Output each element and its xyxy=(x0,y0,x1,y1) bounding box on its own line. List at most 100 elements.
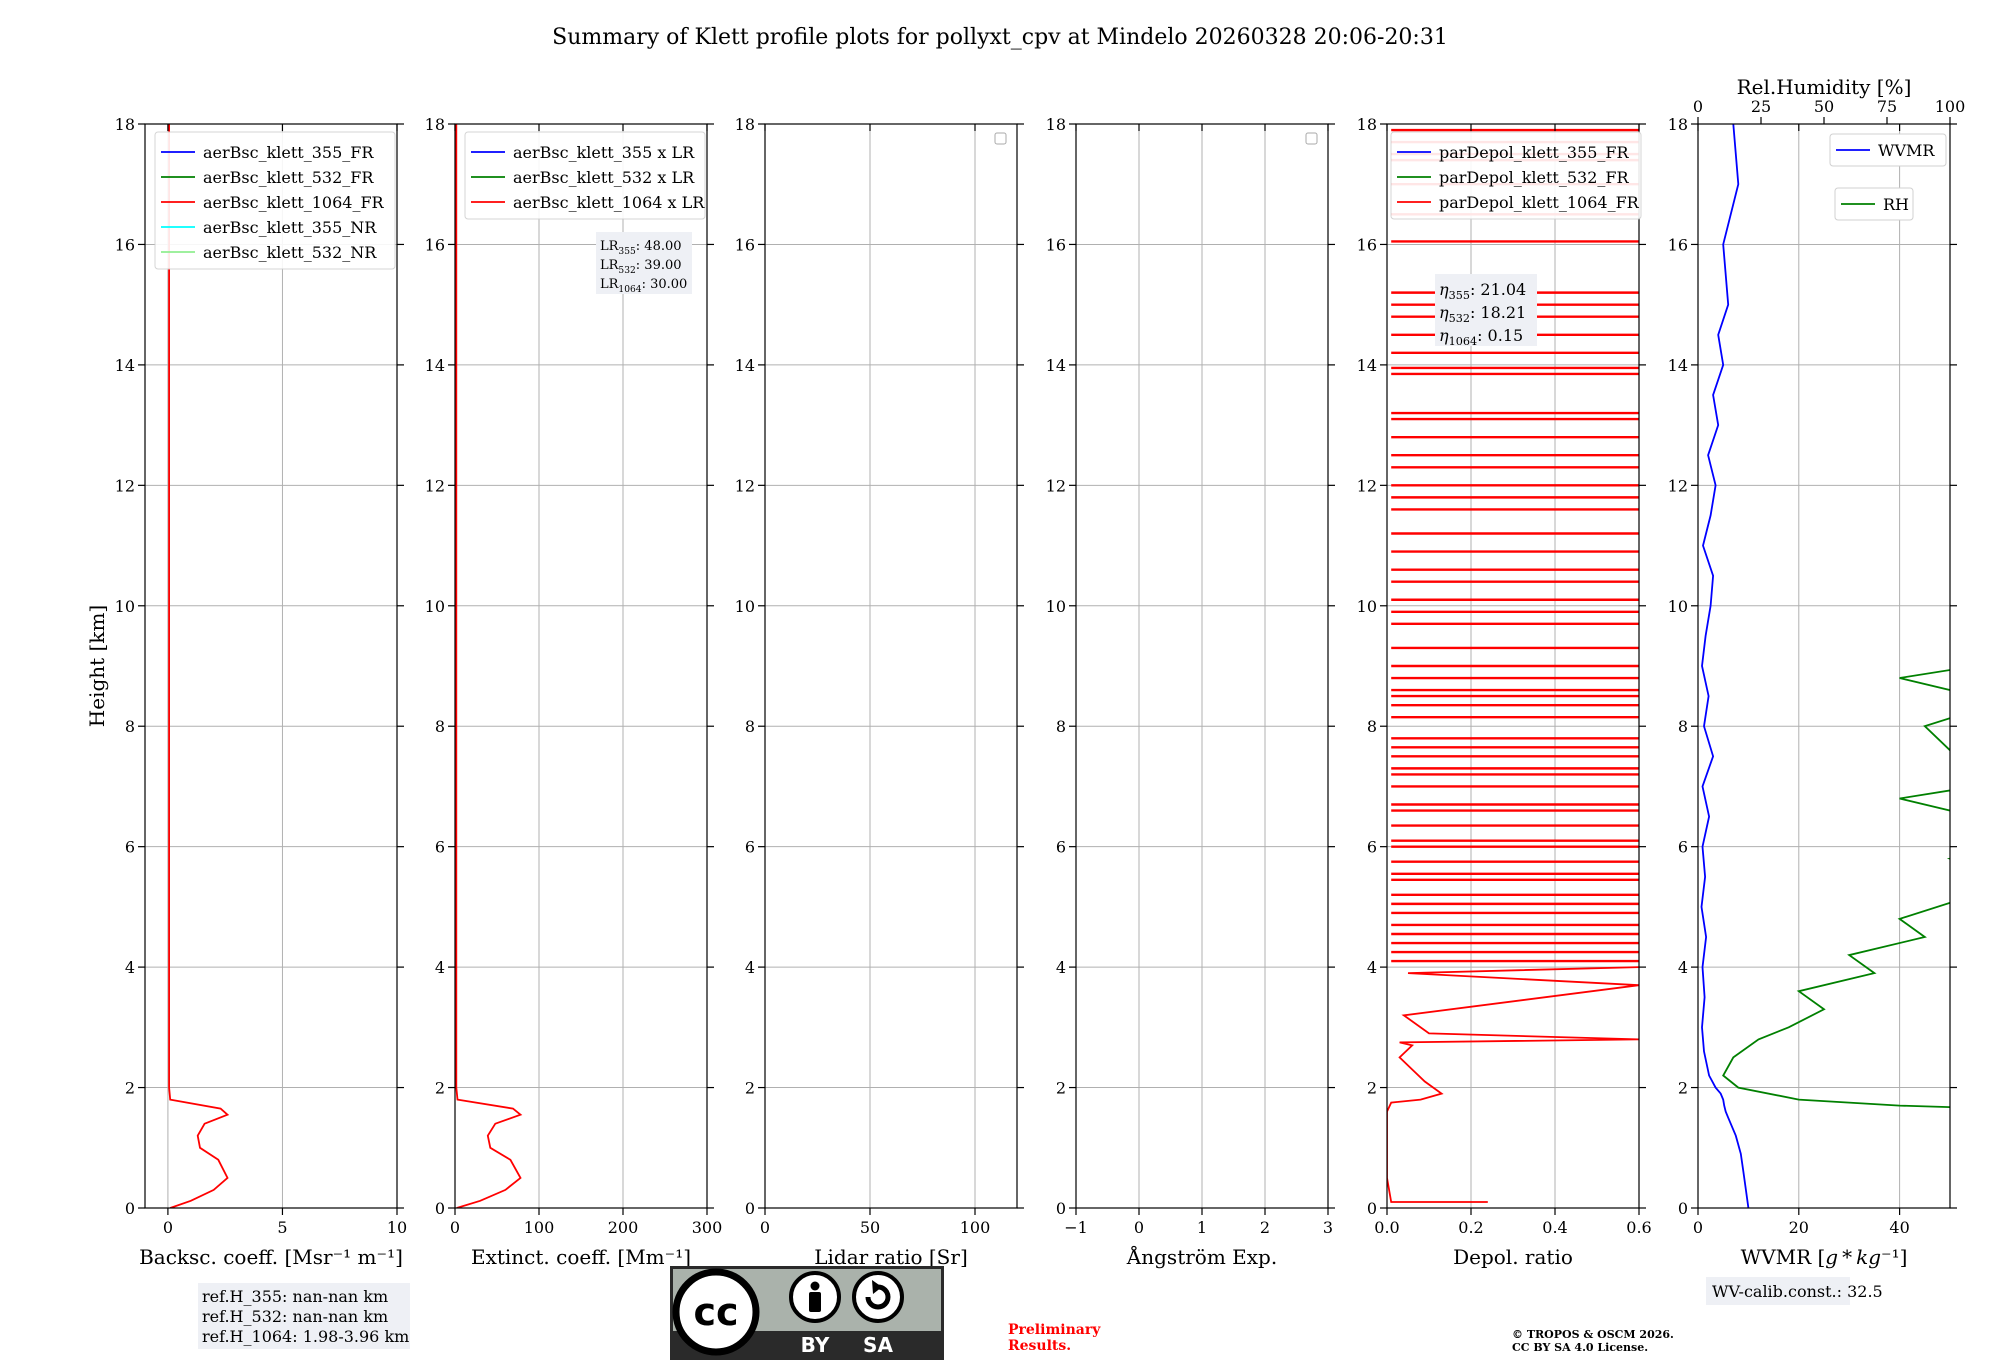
y-tick-label: 18 xyxy=(1357,115,1377,134)
y-tick-label: 0 xyxy=(1367,1199,1377,1218)
x-axis-label: Ångström Exp. xyxy=(1126,1244,1277,1269)
y-tick-label: 8 xyxy=(435,717,445,736)
legend-entry: parDepol_klett_355_FR xyxy=(1439,143,1630,162)
legend-entry: aerBsc_klett_532 x LR xyxy=(513,168,695,187)
legend-entry: aerBsc_klett_1064 x LR xyxy=(513,193,705,212)
series-line-aerBsc_klett_1064 x LR xyxy=(456,124,520,1208)
y-tick-label: 4 xyxy=(1367,958,1377,977)
x-tick-label: −1 xyxy=(1064,1218,1088,1237)
person-icon-body xyxy=(809,1292,821,1312)
y-tick-label: 10 xyxy=(735,597,755,616)
y-tick-label: 12 xyxy=(115,476,135,495)
y-tick-label: 6 xyxy=(1056,838,1066,857)
y-tick-label: 12 xyxy=(1357,476,1377,495)
top-x-tick-label: 100 xyxy=(1935,97,1966,116)
x-tick-label: 100 xyxy=(524,1218,555,1237)
by-label: BY xyxy=(801,1333,830,1357)
x-tick-label: 100 xyxy=(960,1218,991,1237)
plot-area xyxy=(456,124,520,1208)
x-tick-label: 0 xyxy=(760,1218,770,1237)
legend-entry: aerBsc_klett_1064_FR xyxy=(203,193,385,212)
ref-height-label: ref.H_532: nan-nan km xyxy=(202,1307,388,1326)
x-tick-label: 200 xyxy=(608,1218,639,1237)
x-tick-label: 300 xyxy=(692,1218,723,1237)
y-tick-label: 6 xyxy=(1367,838,1377,857)
x-tick-label: 0 xyxy=(450,1218,460,1237)
plot-area xyxy=(1702,124,2000,1208)
legend: aerBsc_klett_355_FRaerBsc_klett_532_FRae… xyxy=(155,132,395,269)
preliminary-label-line1: Preliminary xyxy=(1008,1322,1101,1338)
y-tick-label: 4 xyxy=(745,958,755,977)
copyright-line2: CC BY SA 4.0 License. xyxy=(1512,1341,1648,1354)
y-tick-label: 4 xyxy=(435,958,445,977)
x-tick-label: 20 xyxy=(1789,1218,1809,1237)
x-tick-label: 0 xyxy=(1134,1218,1144,1237)
x-tick-label: 0.2 xyxy=(1458,1218,1483,1237)
series-line-aerBsc_klett_1064_FR xyxy=(169,124,227,1208)
top-x-tick-label: 0 xyxy=(1693,97,1703,116)
x-tick-label: 1 xyxy=(1197,1218,1207,1237)
axes-frame xyxy=(765,124,1017,1208)
x-axis-label: Lidar ratio [Sr] xyxy=(814,1245,968,1269)
y-tick-label: 12 xyxy=(1046,476,1066,495)
legend-entry: parDepol_klett_532_FR xyxy=(1439,168,1630,187)
x-tick-label: 0 xyxy=(1693,1218,1703,1237)
legend-entry: aerBsc_klett_355_NR xyxy=(203,218,377,237)
y-tick-label: 18 xyxy=(1668,115,1688,134)
x-tick-label: 50 xyxy=(860,1218,880,1237)
y-tick-label: 14 xyxy=(1668,356,1688,375)
axes-frame xyxy=(1698,124,1950,1208)
y-tick-label: 16 xyxy=(735,235,755,254)
wv-calib-label: WV-calib.const.: 32.5 xyxy=(1712,1282,1883,1301)
ref-height-label: ref.H_1064: 1.98-3.96 km xyxy=(202,1327,409,1346)
empty-legend-box xyxy=(995,133,1006,144)
legend: aerBsc_klett_355 x LR aerBsc_klett_532 x … xyxy=(465,132,705,219)
legend-rh: RH xyxy=(1835,188,1913,220)
y-tick-label: 0 xyxy=(435,1199,445,1218)
person-icon-head xyxy=(811,1282,820,1291)
y-tick-label: 6 xyxy=(435,838,445,857)
x-axis-label: Extinct. coeff. [Mm⁻¹] xyxy=(471,1245,691,1269)
y-tick-label: 8 xyxy=(1678,717,1688,736)
y-tick-label: 10 xyxy=(425,597,445,616)
top-x-tick-label: 50 xyxy=(1814,97,1834,116)
y-tick-label: 12 xyxy=(735,476,755,495)
legend-entry: aerBsc_klett_532_FR xyxy=(203,168,374,187)
y-tick-label: 18 xyxy=(735,115,755,134)
share-alike-icon xyxy=(854,1273,902,1321)
y-tick-label: 16 xyxy=(425,235,445,254)
x-tick-label: 0.6 xyxy=(1626,1218,1651,1237)
y-tick-label: 0 xyxy=(1056,1199,1066,1218)
x-axis-label: Backsc. coeff. [Msr⁻¹ m⁻¹] xyxy=(139,1245,403,1269)
preliminary-label-line2: Results. xyxy=(1008,1338,1071,1354)
x-axis-label: WVMR [g * kg⁻¹] xyxy=(1741,1245,1908,1269)
legend: parDepol_klett_355_FR parDepol_klett_532_… xyxy=(1391,132,1641,219)
y-tick-label: 10 xyxy=(115,597,135,616)
y-tick-label: 0 xyxy=(125,1199,135,1218)
y-tick-label: 10 xyxy=(1046,597,1066,616)
y-tick-label: 2 xyxy=(435,1079,445,1098)
y-tick-label: 8 xyxy=(1056,717,1066,736)
y-tick-label: 16 xyxy=(1668,235,1688,254)
y-tick-label: 2 xyxy=(1678,1079,1688,1098)
y-tick-label: 4 xyxy=(1678,958,1688,977)
legend-entry: aerBsc_klett_355 x LR xyxy=(513,143,695,162)
ref-height-label: ref.H_355: nan-nan km xyxy=(202,1287,388,1306)
y-tick-label: 2 xyxy=(1056,1079,1066,1098)
y-tick-label: 16 xyxy=(1046,235,1066,254)
cc-license-badge: cc BY SA xyxy=(670,1266,944,1360)
y-tick-label: 4 xyxy=(1056,958,1066,977)
axes-frame xyxy=(145,124,397,1208)
top-x-tick-label: 25 xyxy=(1751,97,1771,116)
y-tick-label: 8 xyxy=(1367,717,1377,736)
y-tick-label: 14 xyxy=(735,356,755,375)
legend-wvmr: WVMR xyxy=(1830,134,1946,166)
sa-label: SA xyxy=(863,1333,893,1357)
